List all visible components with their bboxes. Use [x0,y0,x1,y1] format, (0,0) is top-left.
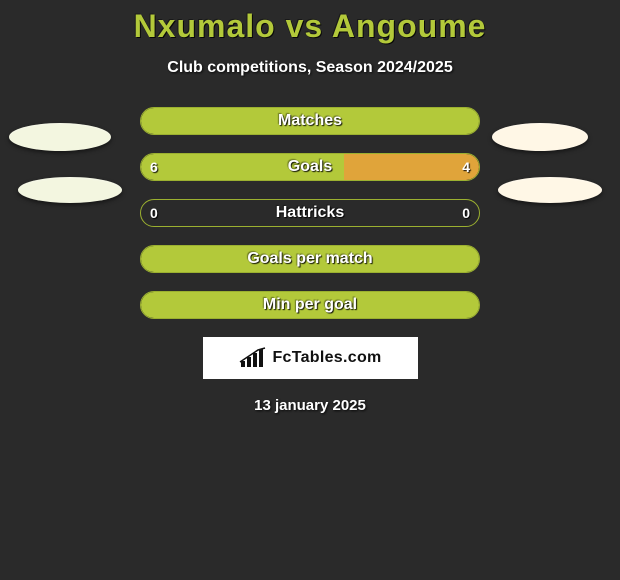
subtitle: Club competitions, Season 2024/2025 [0,59,620,77]
stat-row: Goals per match [140,245,480,273]
brand-text: FcTables.com [272,349,381,367]
brand-box: FcTables.com [203,337,418,379]
stat-row: Matches [140,107,480,135]
bar-track [140,199,480,227]
comparison-chart: Matches Goals64 Hattricks00 Goals per match… [0,107,620,414]
bar-track [140,245,480,273]
bar-left [141,108,479,134]
chart-icon [238,347,268,369]
stat-row: Hattricks00 [140,199,480,227]
bar-left [141,154,344,180]
bar-track [140,107,480,135]
decorative-ellipse [9,123,111,151]
page-title: Nxumalo vs Angoume [0,0,620,45]
decorative-ellipse [498,177,602,203]
bar-left [141,292,479,318]
bar-left [141,246,479,272]
stat-row: Goals64 [140,153,480,181]
decorative-ellipse [492,123,588,151]
date-line: 13 january 2025 [0,397,620,414]
bar-right [344,154,479,180]
bar-track [140,153,480,181]
bar-track [140,291,480,319]
stat-row: Min per goal [140,291,480,319]
decorative-ellipse [18,177,122,203]
